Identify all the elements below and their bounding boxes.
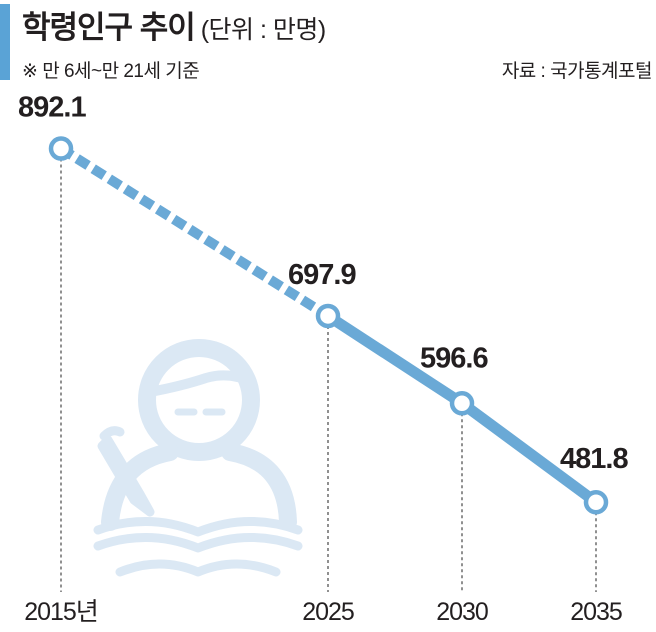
x-tick-label-3: 2035 bbox=[570, 598, 622, 626]
chart-subtitle: ※ 만 6세~만 21세 기준 bbox=[22, 61, 200, 82]
line-segment-0 bbox=[58, 144, 331, 321]
data-label-3: 481.8 bbox=[560, 443, 628, 475]
line-segment-2 bbox=[458, 398, 600, 507]
series-line bbox=[58, 144, 600, 507]
data-point-1 bbox=[315, 303, 341, 329]
accent-bar bbox=[0, 4, 10, 80]
data-point-0 bbox=[48, 136, 74, 161]
x-tick-label-0: 2015년 bbox=[24, 598, 98, 626]
chart-title: 학령인구 추이 bbox=[22, 10, 196, 45]
data-point-3 bbox=[583, 489, 609, 515]
data-points bbox=[48, 136, 609, 515]
title-block: 학령인구 추이 (단위 : 만명) bbox=[22, 2, 326, 47]
unit-label: (단위 : 만명) bbox=[200, 16, 327, 44]
student-studying-icon bbox=[93, 339, 303, 577]
x-tick-label-2: 2030 bbox=[436, 598, 488, 626]
data-label-0: 892.1 bbox=[18, 92, 86, 124]
guide-lines bbox=[60, 158, 597, 592]
data-labels: 892.1 697.9 596.6 481.8 bbox=[18, 92, 629, 476]
data-point-2 bbox=[449, 391, 475, 416]
x-axis-ticks: 2015년 2025 2030 2035 bbox=[24, 598, 623, 626]
data-label-2: 596.6 bbox=[420, 342, 488, 374]
line-segment-1 bbox=[324, 311, 466, 408]
source-note: 자료 : 국가통계포털 bbox=[501, 61, 653, 82]
x-tick-label-1: 2025 bbox=[302, 598, 354, 626]
chart-header: 학령인구 추이 (단위 : 만명) ※ 만 6세~만 21세 기준 자료 : 국가… bbox=[0, 0, 656, 90]
data-label-1: 697.9 bbox=[288, 259, 356, 291]
